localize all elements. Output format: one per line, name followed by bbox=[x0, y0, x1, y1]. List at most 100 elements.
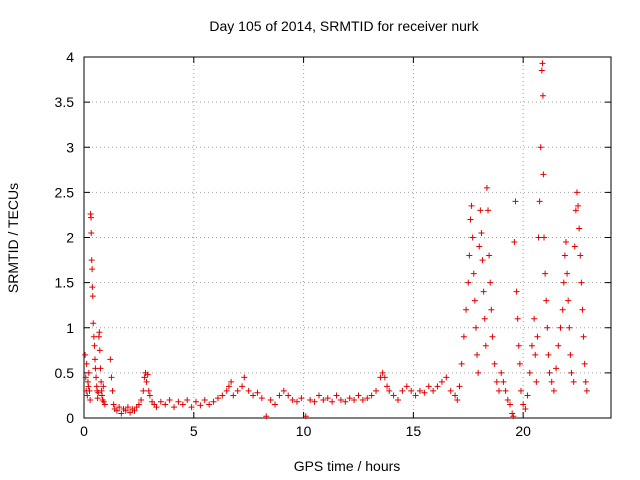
data-point bbox=[135, 401, 142, 408]
data-point bbox=[491, 360, 498, 367]
data-point bbox=[447, 387, 454, 394]
data-point bbox=[89, 266, 96, 273]
data-point bbox=[403, 383, 410, 390]
x-tick-label: 20 bbox=[515, 423, 531, 439]
data-point bbox=[504, 396, 511, 403]
data-point bbox=[100, 383, 107, 390]
data-point bbox=[141, 374, 148, 381]
data-point bbox=[536, 198, 543, 205]
data-point bbox=[572, 207, 579, 214]
data-point bbox=[113, 407, 120, 414]
data-point bbox=[276, 392, 283, 399]
data-point bbox=[537, 144, 544, 151]
data-point bbox=[534, 333, 541, 340]
y-tick-labels: 0 0.5 1 1.5 2 2.5 3 3.5 4 bbox=[55, 49, 75, 426]
data-point bbox=[528, 342, 535, 349]
data-point bbox=[557, 324, 564, 331]
data-point bbox=[475, 369, 482, 376]
data-point bbox=[88, 214, 95, 221]
data-point bbox=[324, 395, 331, 402]
x-tick-label: 10 bbox=[296, 423, 312, 439]
data-point bbox=[118, 410, 125, 417]
data-point bbox=[94, 395, 101, 402]
data-point bbox=[546, 369, 553, 376]
data-point bbox=[95, 389, 102, 396]
data-point bbox=[541, 234, 548, 241]
data-point bbox=[573, 189, 580, 196]
data-point bbox=[539, 92, 546, 99]
data-point bbox=[517, 387, 524, 394]
data-point bbox=[364, 395, 371, 402]
data-point bbox=[395, 396, 402, 403]
data-point bbox=[514, 315, 521, 322]
data-point bbox=[470, 270, 477, 277]
data-point bbox=[263, 413, 270, 420]
axis-ticks bbox=[83, 56, 611, 419]
data-point bbox=[108, 374, 115, 381]
data-point bbox=[107, 356, 114, 363]
data-point bbox=[466, 252, 473, 259]
data-point bbox=[381, 374, 388, 381]
data-point bbox=[526, 369, 533, 376]
data-point bbox=[93, 374, 100, 381]
data-point bbox=[465, 279, 472, 286]
data-point bbox=[562, 239, 569, 246]
y-tick-label: 3.5 bbox=[55, 94, 75, 110]
data-point bbox=[576, 225, 583, 232]
data-point bbox=[479, 257, 486, 264]
data-point bbox=[564, 270, 571, 277]
data-point bbox=[583, 387, 590, 394]
data-point bbox=[438, 378, 445, 385]
data-point bbox=[565, 297, 572, 304]
data-point bbox=[272, 401, 279, 408]
data-point bbox=[486, 252, 493, 259]
data-point bbox=[579, 306, 586, 313]
data-point bbox=[101, 401, 108, 408]
data-point bbox=[560, 279, 567, 286]
data-point bbox=[92, 365, 99, 372]
data-point bbox=[138, 396, 145, 403]
data-point bbox=[97, 365, 104, 372]
data-point bbox=[146, 392, 153, 399]
data-point bbox=[493, 378, 500, 385]
data-point bbox=[206, 401, 213, 408]
data-point bbox=[540, 171, 547, 178]
data-point bbox=[346, 395, 353, 402]
data-point bbox=[550, 387, 557, 394]
data-point bbox=[333, 392, 340, 399]
data-point bbox=[96, 347, 103, 354]
data-point bbox=[241, 374, 248, 381]
data-point bbox=[83, 360, 90, 367]
data-point bbox=[535, 234, 542, 241]
x-tick-labels: 0 5 10 15 20 bbox=[80, 423, 531, 439]
data-point bbox=[293, 398, 300, 405]
data-point bbox=[298, 395, 305, 402]
data-point bbox=[498, 369, 505, 376]
data-point bbox=[280, 387, 287, 394]
data-point bbox=[219, 392, 226, 399]
data-point bbox=[140, 387, 147, 394]
data-point bbox=[84, 392, 91, 399]
data-point bbox=[85, 369, 92, 376]
data-point bbox=[434, 383, 441, 390]
data-point bbox=[184, 396, 191, 403]
data-point bbox=[456, 383, 463, 390]
data-point bbox=[482, 342, 489, 349]
data-point bbox=[506, 401, 513, 408]
data-point bbox=[171, 404, 178, 411]
y-tick-label: 0 bbox=[66, 410, 74, 426]
data-point bbox=[88, 229, 95, 236]
data-point bbox=[485, 207, 492, 214]
data-point bbox=[85, 383, 92, 390]
data-point bbox=[91, 342, 98, 349]
data-point bbox=[452, 392, 459, 399]
data-point bbox=[478, 229, 485, 236]
data-point bbox=[539, 60, 546, 67]
data-point bbox=[458, 360, 465, 367]
data-point bbox=[487, 279, 494, 286]
data-point bbox=[425, 383, 432, 390]
data-point bbox=[89, 293, 96, 300]
data-point bbox=[481, 315, 488, 322]
data-point bbox=[561, 252, 568, 259]
